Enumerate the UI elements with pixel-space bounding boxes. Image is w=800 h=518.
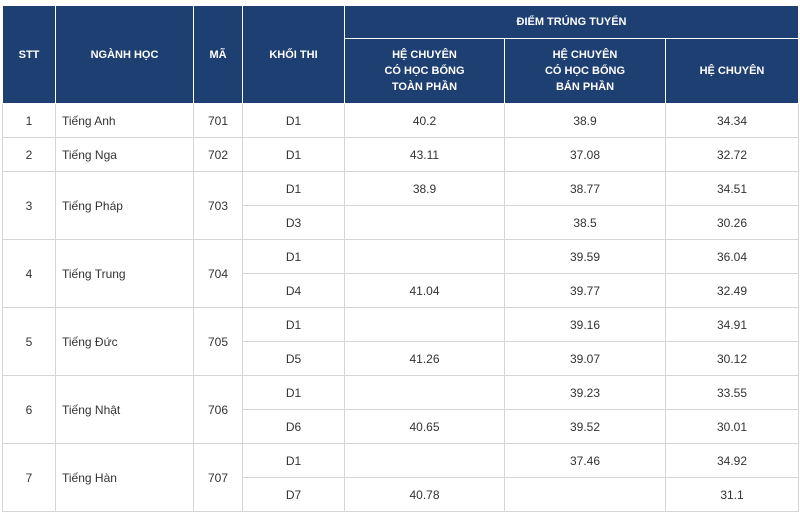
table-row: D4 41.04 39.77 32.49 (3, 273, 799, 308)
header-cell: KHỐI THI (242, 5, 345, 104)
score-cell: 40.65 (344, 409, 505, 444)
major-cell: Tiếng Trung (55, 239, 194, 308)
score-cell: 39.07 (504, 341, 666, 376)
score-cell: 37.46 (504, 443, 666, 478)
score-cell: 39.59 (504, 239, 666, 274)
score-cell: 33.55 (665, 375, 799, 410)
score-cell: 36.04 (665, 239, 799, 274)
score-cell: 39.52 (504, 409, 666, 444)
major-cell: Tiếng Nga (55, 137, 194, 172)
block-cell: D1 (242, 443, 345, 478)
code-cell: 702 (193, 137, 243, 172)
score-cell: 41.26 (344, 341, 505, 376)
major-cell: Tiếng Anh (55, 103, 194, 138)
table-row: 1 Tiếng Anh 701 D1 40.2 38.9 34.34 (2, 103, 799, 138)
major-cell: Tiếng Hàn (55, 443, 194, 512)
header-cell: HỆ CHUYÊN CÓ HỌC BỔNG BÁN PHẦN (504, 38, 666, 104)
score-cell: 30.01 (665, 409, 799, 444)
table-row: D6 40.65 39.52 30.01 (3, 409, 799, 444)
score-cell (504, 477, 666, 512)
score-cell (344, 443, 505, 478)
stt-cell: 1 (2, 103, 56, 138)
stt-cell: 5 (2, 307, 56, 376)
header-group: ĐIỂM TRÚNG TUYỂN (344, 5, 799, 39)
block-cell: D1 (242, 103, 345, 138)
block-cell: D1 (242, 137, 345, 172)
score-cell: 38.77 (504, 171, 666, 206)
score-cell: 30.12 (665, 341, 799, 376)
score-cell: 34.92 (665, 443, 799, 478)
table-row: 5 Tiếng Đức 705 D1 39.16 34.91 (2, 307, 799, 376)
score-cell: 39.77 (504, 273, 666, 308)
table-row: 6 Tiếng Nhật 706 D1 39.23 33.55 (2, 375, 799, 444)
header-cell: NGÀNH HỌC (55, 5, 194, 104)
table-row: D7 40.78 31.1 (3, 477, 799, 512)
header-cell: HỆ CHUYÊN (665, 38, 799, 104)
stt-cell: 2 (2, 137, 56, 172)
score-cell: 34.91 (665, 307, 799, 342)
score-cell: 38.9 (504, 103, 666, 138)
block-cell: D1 (242, 171, 345, 206)
score-cell (344, 375, 505, 410)
code-cell: 705 (193, 307, 243, 376)
stt-cell: 7 (2, 443, 56, 512)
score-cell: 32.72 (665, 137, 799, 172)
table-row: 4 Tiếng Trung 704 D1 39.59 36.04 (2, 239, 799, 308)
block-cell: D5 (242, 341, 345, 376)
table-header: STT NGÀNH HỌC MÃ KHỐI THI ĐIỂM TRÚNG TUY… (2, 5, 799, 104)
score-cell: 41.04 (344, 273, 505, 308)
score-cell: 40.78 (344, 477, 505, 512)
header-line: CÓ HỌC BỔNG (384, 65, 465, 77)
block-cell: D4 (242, 273, 345, 308)
header-cell: HỆ CHUYÊN CÓ HỌC BỔNG TOÀN PHẦN (344, 38, 505, 104)
score-cell: 43.11 (344, 137, 505, 172)
header-cell: STT (2, 5, 56, 104)
table-row: 2 Tiếng Nga 702 D1 43.11 37.08 32.72 (2, 137, 799, 172)
score-cell: 34.34 (665, 103, 799, 138)
code-cell: 707 (193, 443, 243, 512)
stt-cell: 3 (2, 171, 56, 240)
score-cell: 30.26 (665, 205, 799, 240)
score-cell: 39.23 (504, 375, 666, 410)
table-row: 3 Tiếng Pháp 703 D1 38.9 38.77 34.51 (2, 171, 799, 240)
score-cell (344, 205, 505, 240)
code-cell: 701 (193, 103, 243, 138)
score-cell: 34.51 (665, 171, 799, 206)
block-cell: D3 (242, 205, 345, 240)
major-cell: Tiếng Nhật (55, 375, 194, 444)
stt-cell: 6 (2, 375, 56, 444)
block-cell: D1 (242, 239, 345, 274)
major-cell: Tiếng Pháp (55, 171, 194, 240)
block-cell: D7 (242, 477, 345, 512)
block-cell: D1 (242, 307, 345, 342)
block-cell: D6 (242, 409, 345, 444)
block-cell: D1 (242, 375, 345, 410)
header-line: HỆ CHUYÊN (552, 49, 618, 61)
score-cell: 39.16 (504, 307, 666, 342)
score-cell: 40.2 (344, 103, 505, 138)
header-line: TOÀN PHẦN (391, 81, 458, 93)
code-cell: 703 (193, 171, 243, 240)
header-line: BÁN PHẦN (555, 81, 615, 93)
table-row: 7 Tiếng Hàn 707 D1 37.46 34.92 (2, 443, 799, 512)
score-cell: 38.5 (504, 205, 666, 240)
header-line: HỆ CHUYÊN (699, 65, 765, 77)
header-cell: MÃ (193, 5, 243, 104)
table-body: 1 Tiếng Anh 701 D1 40.2 38.9 34.34 2 Tiếng Nga 70… (2, 103, 799, 512)
table-row: D5 41.26 39.07 30.12 (3, 341, 799, 376)
header-line: CÓ HỌC BỔNG (544, 65, 626, 77)
score-cell: 38.9 (344, 171, 505, 206)
score-table: STT NGÀNH HỌC MÃ KHỐI THI ĐIỂM TRÚNG TUY… (2, 5, 799, 512)
code-cell: 706 (193, 375, 243, 444)
score-cell: 32.49 (665, 273, 799, 308)
header-line: HỆ CHUYÊN (392, 49, 457, 61)
score-cell (344, 239, 505, 274)
score-cell (344, 307, 505, 342)
code-cell: 704 (193, 239, 243, 308)
stt-cell: 4 (2, 239, 56, 308)
score-cell: 37.08 (504, 137, 666, 172)
major-cell: Tiếng Đức (55, 307, 194, 376)
score-cell: 31.1 (665, 477, 799, 512)
